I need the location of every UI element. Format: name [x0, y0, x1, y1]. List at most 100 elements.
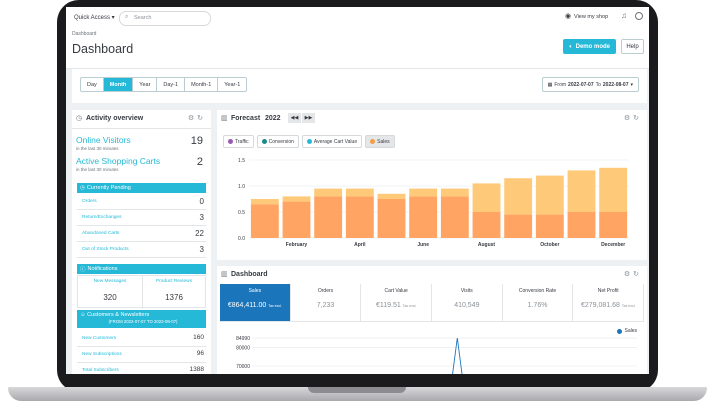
- legend-traffic[interactable]: Traffic: [223, 135, 254, 148]
- legend-conversion[interactable]: Conversion: [256, 135, 299, 148]
- forecast-title: Forecast: [231, 115, 261, 122]
- online-visitors-label[interactable]: Online Visitors: [76, 135, 131, 145]
- pending-row-returns[interactable]: Return/Exchanges 3: [77, 210, 206, 226]
- kpi-cart-value[interactable]: Cart Value €119.51 Tax excl.: [361, 284, 433, 322]
- x-tick-label: June: [417, 242, 429, 248]
- customers-label[interactable]: Total Subscribers: [82, 368, 119, 373]
- period-month-button[interactable]: Month: [103, 78, 134, 91]
- kpi-value: 7,233: [291, 302, 361, 309]
- kpi-amount: €119.51: [375, 302, 401, 309]
- kpi-note: Tax excl.: [621, 304, 636, 308]
- pending-label[interactable]: Orders: [82, 199, 97, 204]
- period-day-button[interactable]: Day: [81, 78, 104, 91]
- demo-mode-button[interactable]: ◐ Demo mode: [563, 39, 616, 54]
- bar-segment: [314, 196, 343, 238]
- legend-average-cart-value[interactable]: Average Cart Value: [301, 135, 363, 148]
- sales-line-chart: 60000700008000084990: [236, 336, 637, 374]
- kpi-label: Cart Value: [384, 288, 408, 294]
- pending-value: 22: [195, 229, 204, 238]
- forecast-year: 2022: [265, 115, 281, 122]
- pending-row-abandoned[interactable]: Abandoned Carts 22: [77, 226, 206, 242]
- y-tick-label: 0.5: [238, 210, 245, 216]
- notification-label[interactable]: Product Reviews: [156, 279, 192, 284]
- pending-row-orders[interactable]: Orders 0: [77, 194, 206, 210]
- laptop-notch: [308, 387, 406, 393]
- refresh-icon[interactable]: ↻: [633, 115, 642, 122]
- legend-label: Traffic: [235, 138, 249, 145]
- currently-pending-header: ◷ Currently Pending: [77, 183, 206, 193]
- pending-label[interactable]: Return/Exchanges: [82, 215, 122, 220]
- notifications-header: ⓘ Notifications: [77, 264, 206, 274]
- period-year-button[interactable]: Year: [133, 78, 158, 91]
- kpi-note: Tax excl.: [402, 304, 417, 308]
- kpi-label: Net Profit: [597, 288, 619, 294]
- customers-label[interactable]: New Subscriptions: [82, 352, 122, 357]
- kpi-note: Tax excl.: [268, 304, 282, 308]
- kpi-amount: 7,233: [316, 302, 335, 309]
- bell-icon[interactable]: ♫: [621, 11, 627, 20]
- notification-messages[interactable]: New Messages 320: [78, 276, 143, 309]
- legend-label: Sales: [377, 138, 390, 145]
- bar-segment: [504, 178, 533, 215]
- gear-icon[interactable]: ⚙: [623, 115, 634, 122]
- y-tick-label: 84990: [236, 336, 250, 342]
- customers-label[interactable]: New Customers: [82, 336, 117, 341]
- previous-year-button[interactable]: ◀◀: [288, 113, 301, 123]
- notification-reviews[interactable]: Product Reviews 1376: [142, 276, 206, 309]
- breadcrumb[interactable]: Dashboard: [72, 31, 97, 37]
- period-year-1-button[interactable]: Year-1: [224, 81, 241, 88]
- customers-row-subscriptions[interactable]: New Subscriptions 96: [77, 347, 206, 363]
- notification-value: 320: [103, 293, 117, 302]
- x-tick-label: October: [540, 242, 559, 248]
- bar-segment: [345, 196, 374, 238]
- quick-access-menu[interactable]: Quick Access ▾: [74, 15, 115, 21]
- bar-segment: [440, 188, 469, 197]
- next-year-button[interactable]: ▶▶: [302, 113, 315, 123]
- sales-chart-legend[interactable]: Sales: [617, 328, 637, 334]
- filter-bar: Day Month Year Day-1 Month-1 Year-1 ▦ Fr…: [72, 69, 647, 103]
- gear-icon[interactable]: ⚙: [623, 271, 634, 278]
- legend-dot: [228, 139, 233, 144]
- kpi-sales[interactable]: Sales €864,411.00 Tax excl.: [220, 284, 291, 322]
- user-avatar-icon[interactable]: [635, 12, 643, 20]
- pending-label[interactable]: Abandoned Carts: [82, 231, 120, 236]
- bar-segment: [567, 212, 596, 238]
- period-day-1-button[interactable]: Day-1: [157, 78, 186, 91]
- gear-icon[interactable]: ⚙: [187, 115, 198, 122]
- legend-sales[interactable]: Sales: [365, 135, 395, 148]
- view-shop-link[interactable]: View my shop: [574, 14, 609, 20]
- pending-row-out-of-stock[interactable]: Out of Stock Products 3: [77, 242, 206, 258]
- laptop-base: [8, 387, 707, 401]
- kpi-visits[interactable]: Visits 410,549: [432, 284, 503, 322]
- notification-label[interactable]: New Messages: [93, 279, 127, 284]
- active-carts-label[interactable]: Active Shopping Carts: [76, 156, 161, 166]
- search-input[interactable]: ⌕ Search: [119, 11, 211, 26]
- date-to-label: To: [595, 81, 601, 88]
- customers-row-new[interactable]: New Customers 160: [77, 331, 206, 347]
- kpi-conversion-rate[interactable]: Conversion Rate 1.76%: [502, 284, 574, 322]
- kpi-net-profit[interactable]: Net Profit €279,081.68 Tax excl.: [573, 284, 645, 322]
- toggle-icon: ◐: [569, 43, 573, 50]
- bar-segment: [377, 199, 406, 238]
- bar-segment: [377, 193, 406, 199]
- help-button[interactable]: Help: [621, 39, 644, 54]
- period-selector: Day Month Year Day-1 Month-1 Year-1: [80, 77, 248, 92]
- kpi-amount: €864,411.00: [227, 302, 267, 309]
- x-tick-label: August: [478, 242, 496, 248]
- kpi-amount: 1.76%: [527, 302, 548, 309]
- user-icon: ☺: [80, 312, 88, 318]
- customers-title-text: Customers & Newsletters: [87, 312, 150, 318]
- clock-icon: ◷: [80, 185, 85, 191]
- dashboard-panel-title: Dashboard: [231, 271, 268, 278]
- refresh-icon[interactable]: ↻: [197, 115, 206, 122]
- active-carts-value: 2: [196, 156, 203, 168]
- kpi-orders[interactable]: Orders 7,233: [290, 284, 362, 322]
- customers-row-total[interactable]: Total Subscribers 1388: [77, 363, 206, 374]
- pending-label[interactable]: Out of Stock Products: [82, 247, 129, 252]
- forecast-chart: 0.0 0.5 1.0 1.5 February April June August Octob…: [238, 158, 629, 248]
- refresh-icon[interactable]: ↻: [633, 271, 642, 278]
- online-visitors-row: Online Visitors 19 in the last 30 minute…: [76, 135, 203, 151]
- date-range-picker[interactable]: ▦ From 2022-07-07 To 2022-08-07 ▾: [541, 77, 639, 92]
- x-tick-label: February: [286, 242, 308, 248]
- period-month-1-button[interactable]: Month-1: [185, 78, 219, 91]
